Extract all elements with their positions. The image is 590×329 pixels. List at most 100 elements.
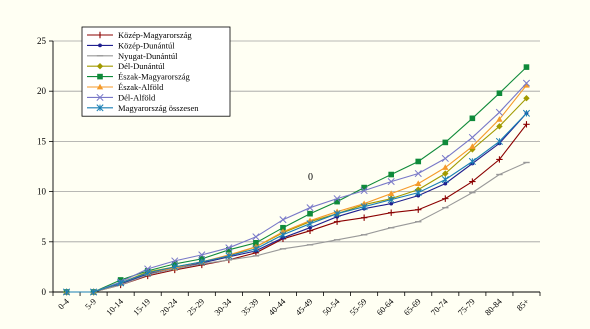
- x-tick-label: 75-79: [456, 296, 477, 317]
- y-tick-label: 5: [42, 237, 47, 247]
- data-point: [442, 164, 449, 170]
- y-tick-label: 10: [37, 187, 47, 197]
- x-tick-label: 20-24: [158, 296, 180, 318]
- data-point: [414, 189, 422, 197]
- series-line: [66, 112, 527, 293]
- legend-marker: [96, 63, 104, 70]
- data-point: [360, 187, 368, 195]
- data-point: [468, 157, 476, 166]
- data-point: [441, 154, 449, 163]
- data-point: [442, 139, 449, 146]
- x-tick-label: 0-4: [56, 296, 72, 312]
- data-point: [333, 210, 341, 218]
- data-point: [306, 220, 314, 228]
- data-point: [198, 258, 206, 266]
- data-point: [469, 143, 476, 149]
- data-point: [443, 181, 448, 186]
- data-point: [387, 209, 395, 216]
- data-point: [468, 133, 476, 141]
- data-point: [334, 198, 340, 205]
- legend-label: Közép-Dunántúl: [118, 40, 175, 50]
- data-point: [171, 257, 179, 265]
- legend-marker: [96, 31, 104, 39]
- data-point: [360, 203, 368, 211]
- data-point: [523, 81, 530, 88]
- legend-marker: [97, 73, 103, 80]
- legend-label: Dél-Dunántúl: [118, 61, 165, 71]
- data-point: [523, 64, 530, 70]
- legend-marker: [98, 43, 102, 48]
- data-point: [171, 263, 179, 271]
- series-line: [66, 66, 527, 293]
- data-point: [280, 224, 286, 231]
- data-point: [387, 178, 395, 186]
- data-point: [495, 108, 503, 116]
- data-point: [198, 251, 206, 259]
- legend-label: Észak-Alföld: [118, 82, 164, 92]
- data-point: [252, 233, 260, 241]
- x-tick-label: 30-34: [212, 296, 234, 318]
- series-line: [66, 112, 527, 293]
- x-tick-label: 85+: [514, 296, 531, 313]
- legend-item: Közép-Dunántúl: [87, 40, 175, 50]
- data-point: [360, 214, 368, 221]
- x-tick-label: 40-44: [266, 296, 288, 318]
- y-tick-label: 15: [37, 136, 47, 146]
- legend-item: Magyarország összesen: [87, 103, 199, 113]
- series-line: [66, 161, 527, 293]
- series-line: [66, 97, 527, 293]
- x-tick-label: 45-49: [293, 296, 314, 317]
- data-point: [117, 279, 125, 287]
- data-point: [415, 180, 422, 186]
- data-point: [225, 244, 233, 252]
- data-point: [522, 79, 531, 87]
- legend-label: Nyugat-Dunántúl: [118, 51, 178, 61]
- legend-item: Dél-Alföld: [87, 92, 156, 102]
- data-point: [361, 184, 367, 191]
- data-point: [252, 245, 260, 253]
- series-8: [62, 109, 531, 296]
- data-point: [226, 247, 232, 253]
- data-point: [414, 169, 422, 178]
- data-point: [496, 123, 503, 130]
- data-point: [279, 231, 287, 239]
- data-point: [469, 115, 476, 122]
- legend-label: Dél-Alföld: [118, 92, 156, 102]
- data-point: [469, 178, 476, 185]
- data-point: [415, 158, 422, 165]
- data-point: [523, 121, 530, 128]
- x-tick-label: 5-9: [83, 296, 98, 311]
- data-point: [387, 190, 395, 197]
- y-tick-label: 20: [37, 86, 47, 96]
- legend-item: Észak-Alföld: [87, 82, 164, 92]
- data-point: [279, 216, 287, 224]
- data-point: [441, 175, 449, 184]
- legend-item: Dél-Dunántúl: [87, 61, 165, 71]
- y-tick-label: 25: [37, 36, 47, 46]
- x-tick-label: 60-64: [375, 296, 397, 318]
- x-tick-label: 10-14: [104, 296, 126, 318]
- data-point: [496, 156, 503, 163]
- x-tick-label: 50-54: [320, 296, 342, 318]
- legend-item: Közép-Magyarország: [87, 30, 192, 40]
- data-point: [495, 137, 503, 145]
- data-point: [496, 116, 503, 122]
- series-line: [66, 82, 527, 293]
- data-point: [387, 196, 395, 204]
- data-point: [306, 204, 314, 212]
- data-point: [333, 218, 341, 225]
- series-4: [63, 95, 530, 296]
- legend-label: Magyarország összesen: [118, 103, 199, 113]
- x-tick-label: 15-19: [131, 296, 152, 317]
- x-tick-label: 55-59: [347, 296, 368, 317]
- legend-label: Észak-Magyarország: [118, 72, 190, 82]
- x-tick-label: 35-39: [239, 296, 260, 317]
- series-layer: [62, 64, 531, 296]
- legend-item: Észak-Magyarország: [87, 72, 190, 82]
- data-point: [253, 240, 259, 246]
- legend-marker: [96, 93, 104, 101]
- y-tick-label: 0: [42, 287, 47, 297]
- data-point: [90, 288, 98, 296]
- x-axis: 0-4 5-9 10-14 15-19 20-24 25-29 30-34 35-39 40-4…: [52, 291, 541, 318]
